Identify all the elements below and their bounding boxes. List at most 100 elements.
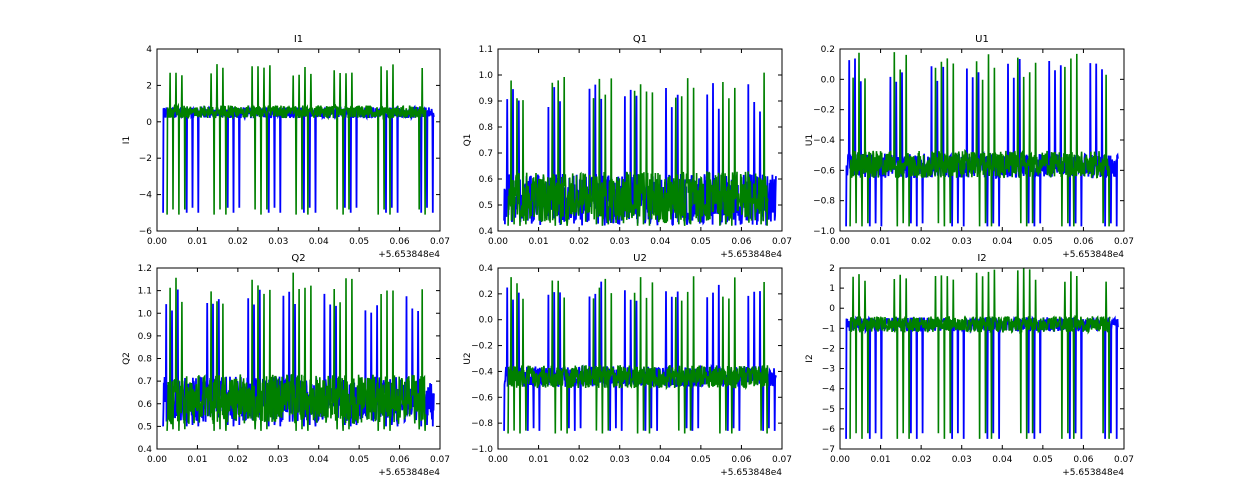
plot-area	[845, 52, 1119, 227]
plot-area	[162, 272, 435, 431]
y-tick-label: −6	[139, 227, 153, 237]
y-tick-label: −4	[822, 385, 836, 395]
x-tick-label: 0.05	[691, 455, 711, 465]
y-tick-label: 1.1	[479, 45, 493, 55]
x-offset-label: +5.653848e4	[1062, 250, 1124, 260]
y-tick-label: −5	[822, 405, 835, 415]
y-tick-label: 0.9	[138, 332, 153, 342]
x-tick-label: 0.04	[309, 237, 329, 247]
x-tick-label: 0.03	[268, 455, 288, 465]
x-tick-label: 0.06	[390, 237, 410, 247]
y-tick-label: 0.2	[479, 290, 493, 300]
y-tick-label: 0.0	[821, 75, 836, 85]
x-tick-label: 0.03	[952, 455, 972, 465]
y-tick-label: 2	[829, 264, 835, 274]
x-tick-label: 0.03	[952, 237, 972, 247]
x-tick-label: 0.07	[772, 455, 792, 465]
y-tick-label: 0.5	[138, 422, 152, 432]
axes-frame	[839, 267, 1125, 450]
y-tick-label: 0.8	[479, 123, 494, 133]
plot-area	[503, 72, 777, 227]
x-tick-label: 0.06	[1073, 237, 1093, 247]
x-offset-label: +5.653848e4	[1062, 468, 1124, 478]
y-tick-label: −7	[822, 445, 835, 455]
y-tick-label: −1.0	[813, 227, 835, 237]
y-tick-label: 0	[146, 118, 152, 128]
series-blue	[162, 104, 435, 213]
y-axis-label: Q1	[463, 134, 473, 147]
x-tick-label: 0.00	[147, 455, 167, 465]
x-tick-label: 0.06	[731, 455, 751, 465]
x-tick-label: 0.01	[529, 455, 549, 465]
y-tick-label: −3	[822, 365, 835, 375]
x-tick-label: 0.06	[390, 455, 410, 465]
y-axis-label: U1	[805, 134, 815, 146]
x-tick-label: 0.02	[228, 237, 248, 247]
x-tick-label: 0.05	[1033, 237, 1053, 247]
x-tick-label: 0.07	[1114, 455, 1134, 465]
x-tick-label: 0.05	[349, 455, 369, 465]
y-tick-label: 1	[829, 284, 835, 294]
y-tick-label: −0.6	[471, 393, 493, 403]
y-tick-label: 0.8	[138, 355, 153, 365]
x-tick-label: 0.01	[871, 237, 891, 247]
subplot-title: I1	[294, 34, 303, 45]
subplot-q1: 0.00 0.01 0.02 0.03 0.04 0.05 0.06 0.07 0.4 0.5 0.…	[463, 34, 792, 260]
x-tick-label: 0.05	[1033, 455, 1053, 465]
y-tick-label: 1.2	[138, 264, 152, 274]
x-tick-label: 0.06	[1073, 455, 1093, 465]
y-tick-label: −2	[139, 154, 152, 164]
y-tick-label: −0.2	[813, 106, 835, 116]
y-tick-label: −1	[822, 324, 835, 334]
x-tick-label: 0.06	[731, 237, 751, 247]
x-tick-label: 0.03	[610, 455, 630, 465]
subplot-i2: 0.00 0.01 0.02 0.03 0.04 0.05 0.06 0.07 −7 −6 −5 −4…	[805, 253, 1134, 478]
series-green	[507, 72, 769, 226]
subplot-u1: 0.00 0.01 0.02 0.03 0.04 0.05 0.06 0.07 −1.0 −0.8…	[805, 34, 1134, 260]
x-tick-label: 0.04	[992, 455, 1012, 465]
subplot-i1: 0.00 0.01 0.02 0.03 0.04 0.05 0.06 0.07 −6 −4 −2 0 2…	[122, 34, 450, 260]
x-tick-label: 0.04	[650, 455, 670, 465]
x-tick-label: 0.00	[147, 237, 167, 247]
y-tick-label: 0.7	[138, 377, 152, 387]
y-tick-label: 0.4	[138, 445, 153, 455]
subplot-title: Q2	[291, 253, 305, 264]
x-tick-label: 0.00	[488, 237, 508, 247]
x-tick-label: 0.00	[488, 455, 508, 465]
x-tick-label: 0.04	[650, 237, 670, 247]
x-tick-label: 0.03	[610, 237, 630, 247]
y-tick-label: −0.2	[471, 342, 493, 352]
series-green	[166, 64, 427, 215]
series-green	[507, 276, 769, 434]
x-tick-label: 0.07	[772, 237, 792, 247]
x-tick-label: 0.07	[430, 237, 450, 247]
y-tick-label: −0.4	[471, 367, 493, 377]
x-offset-label: +5.653848e4	[378, 250, 440, 260]
axes-frame	[497, 48, 783, 232]
x-tick-label: 0.07	[430, 455, 450, 465]
y-tick-label: 0.4	[479, 264, 494, 274]
y-tick-label: −6	[822, 425, 836, 435]
x-tick-label: 0.02	[569, 237, 589, 247]
y-tick-label: 4	[146, 45, 152, 55]
y-tick-label: −4	[139, 191, 153, 201]
x-tick-label: 0.00	[830, 455, 850, 465]
subplot-u2: 0.00 0.01 0.02 0.03 0.04 0.05 0.06 0.07 −1.0 −0.8…	[463, 253, 792, 478]
y-tick-label: −0.8	[813, 197, 835, 207]
x-tick-label: 0.01	[187, 237, 207, 247]
y-tick-label: −0.6	[813, 166, 835, 176]
x-tick-label: 0.02	[911, 237, 931, 247]
x-tick-label: 0.02	[569, 455, 589, 465]
y-axis-label: U2	[463, 352, 473, 364]
y-axis-label: Q2	[122, 352, 132, 365]
x-tick-label: 0.01	[187, 455, 207, 465]
y-tick-label: 1.0	[138, 309, 153, 319]
x-tick-label: 0.01	[529, 237, 549, 247]
x-tick-label: 0.00	[830, 237, 850, 247]
y-tick-label: 0.2	[821, 45, 835, 55]
series-green	[849, 52, 1111, 227]
axes-frame	[497, 267, 783, 450]
y-tick-label: 0.4	[479, 227, 494, 237]
subplot-title: U2	[633, 253, 647, 264]
